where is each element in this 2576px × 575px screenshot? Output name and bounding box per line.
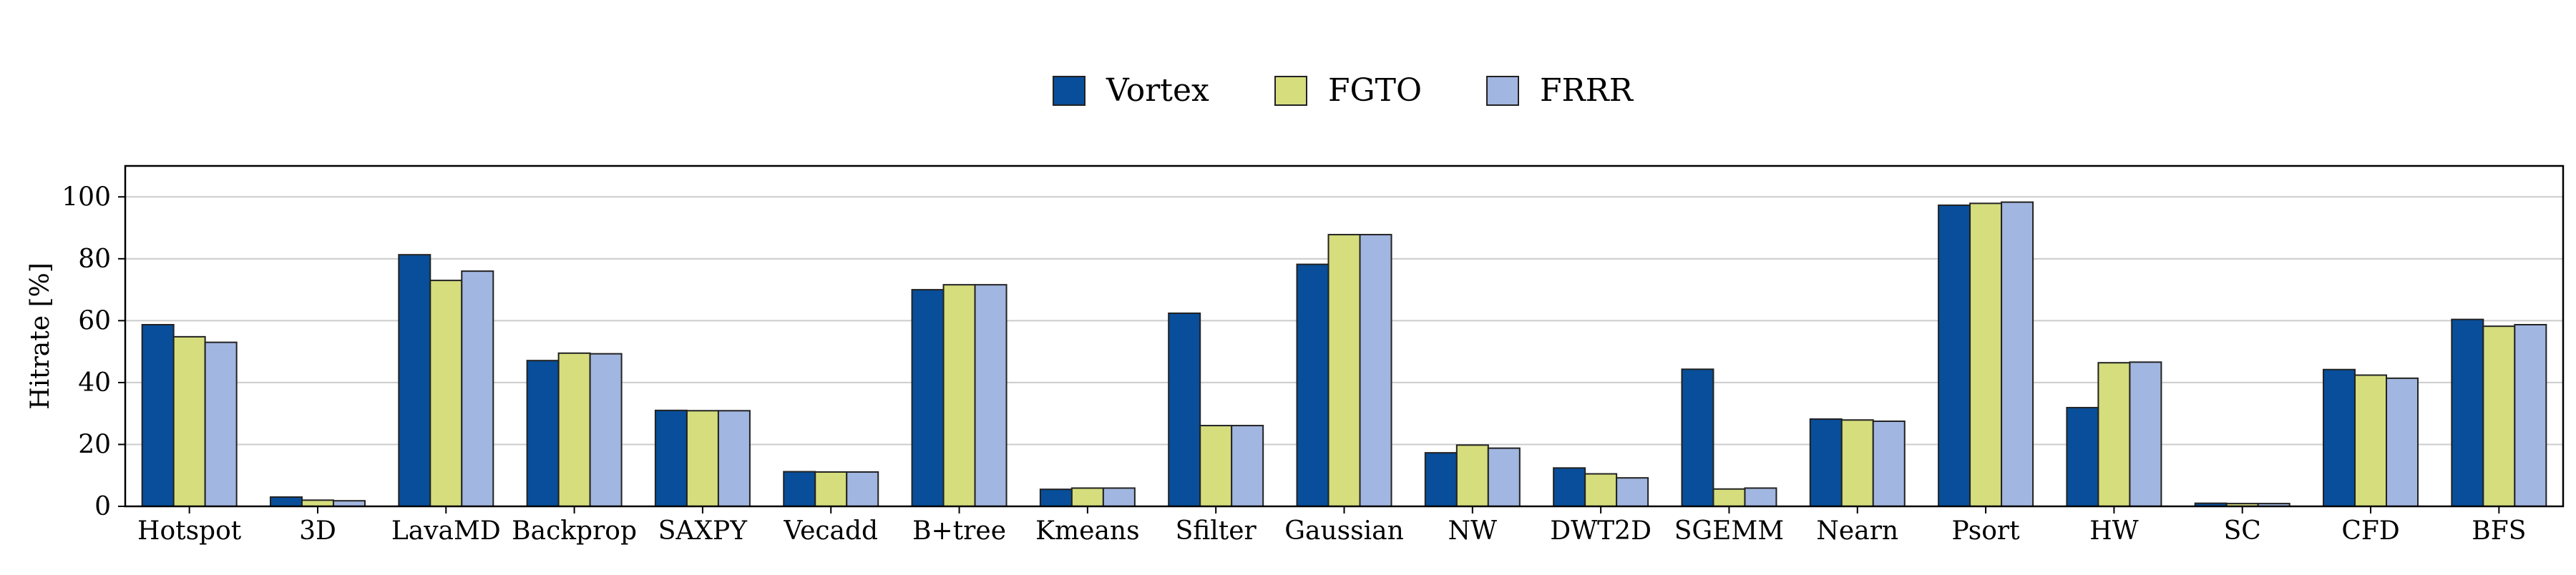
bar-fgto-dwt2d <box>1584 473 1618 508</box>
bar-fgto-gaussian <box>1327 234 1361 507</box>
bar-fgto-psort <box>1969 202 2003 507</box>
bar-fgto-nw <box>1455 444 1489 508</box>
bar-vortex-nearn <box>1809 418 1843 507</box>
bar-fgto-hotspot <box>172 335 206 507</box>
bar-frrr-sgemm <box>1744 487 1777 508</box>
x-tick-label-sc: SC <box>2224 516 2261 546</box>
x-tick-label-kmeans: Kmeans <box>1035 516 1139 546</box>
bar-frrr-nearn <box>1872 421 1906 507</box>
y-axis: 0 20 40 60 80 100 <box>62 182 125 521</box>
bar-vortex-backprop <box>526 360 560 507</box>
bar-vortex-cfd <box>2323 368 2356 508</box>
x-tick-label-lavamd: LavaMD <box>391 516 501 546</box>
bar-frrr-saxpy <box>717 410 751 508</box>
bars <box>141 201 2547 508</box>
x-tick-label-nw: NW <box>1448 516 1498 546</box>
bar-frrr-vecadd <box>846 471 879 508</box>
bar-vortex-sfilter <box>1168 312 1201 507</box>
bar-fgto-nearn <box>1840 419 1874 508</box>
bar-frrr-hw <box>2129 361 2162 507</box>
bar-vortex-dwt2d <box>1553 467 1586 507</box>
legend-label: FGTO <box>1328 72 1422 109</box>
y-axis-label: Hitrate [%] <box>26 262 55 410</box>
bar-fgto-backprop <box>557 352 591 507</box>
bar-vortex-hw <box>2066 406 2099 508</box>
bar-frrr-sfilter <box>1231 425 1264 507</box>
bar-frrr-cfd <box>2386 377 2419 507</box>
bar-fgto-cfd <box>2354 374 2388 507</box>
bar-vortex-vecadd <box>783 471 816 507</box>
x-tick-label-b-tree: B+tree <box>912 516 1006 546</box>
bar-vortex-3d <box>269 496 303 508</box>
x-tick-label-vecadd: Vecadd <box>783 516 878 546</box>
x-tick-label-cfd: CFD <box>2341 516 2399 546</box>
legend-label: FRRR <box>1540 72 1634 109</box>
x-tick-label-dwt2d: DWT2D <box>1550 516 1652 546</box>
bar-vortex-kmeans <box>1039 488 1073 508</box>
bar-vortex-b-tree <box>911 289 945 507</box>
bar-fgto-b-tree <box>942 284 976 507</box>
bar-vortex-sgemm <box>1681 368 1714 507</box>
x-tick-label-hw: HW <box>2089 516 2138 546</box>
legend-item-frrr: FRRR <box>1486 72 1634 109</box>
bar-fgto-kmeans <box>1070 487 1104 508</box>
legend-item-fgto: FGTO <box>1274 72 1422 109</box>
bar-fgto-bfs <box>2482 325 2516 508</box>
legend-item-vortex: Vortex <box>1053 72 1209 109</box>
bar-vortex-gaussian <box>1296 263 1330 507</box>
bar-vortex-nw <box>1424 452 1458 507</box>
x-tick-label-hotspot: Hotspot <box>137 516 242 546</box>
x-tick-label-nearn: Nearn <box>1816 516 1898 546</box>
bar-fgto-sfilter <box>1199 425 1233 507</box>
x-tick-label-gaussian: Gaussian <box>1284 516 1404 546</box>
x-tick-label-sfilter: Sfilter <box>1176 516 1257 546</box>
legend: Vortex FGTO FRRR <box>1053 72 1634 109</box>
y-tick-label: 100 <box>62 182 111 212</box>
legend-label: Vortex <box>1106 72 1209 109</box>
bar-frrr-lavamd <box>461 270 494 507</box>
y-tick-label: 20 <box>78 430 111 459</box>
bar-frrr-psort <box>2001 201 2034 507</box>
bar-frrr-bfs <box>2514 323 2547 508</box>
x-tick-label-3d: 3D <box>299 516 336 546</box>
x-tick-label-bfs: BFS <box>2472 516 2526 546</box>
bar-fgto-hw <box>2097 362 2131 507</box>
bar-vortex-lavamd <box>398 254 431 507</box>
x-tick-label-backprop: Backprop <box>512 516 637 546</box>
y-tick-label: 80 <box>78 245 111 274</box>
x-tick-label-saxpy: SAXPY <box>658 516 748 546</box>
y-tick-label: 0 <box>94 492 111 521</box>
bar-frrr-backprop <box>589 353 623 508</box>
legend-swatch <box>1274 76 1307 106</box>
bar-frrr-hotspot <box>204 341 238 507</box>
bar-frrr-kmeans <box>1102 487 1136 508</box>
bar-fgto-vecadd <box>814 471 848 508</box>
bar-frrr-dwt2d <box>1616 477 1649 507</box>
x-tick-label-sgemm: SGEMM <box>1674 516 1784 546</box>
y-tick-label: 60 <box>78 306 111 335</box>
bar-frrr-b-tree <box>974 284 1008 507</box>
bar-frrr-gaussian <box>1359 234 1392 507</box>
legend-swatch <box>1053 76 1085 106</box>
x-axis: Hotspot 3D LavaMD Backprop SAXPY Vecadd B+tree… <box>137 506 2526 546</box>
bar-vortex-psort <box>1938 204 1971 507</box>
bar-fgto-lavamd <box>429 280 463 507</box>
bar-fgto-3d <box>301 499 334 508</box>
bar-fgto-sgemm <box>1712 488 1746 507</box>
y-tick-label: 40 <box>78 368 111 398</box>
x-tick-label-psort: Psort <box>1952 516 2021 546</box>
legend-swatch <box>1486 76 1519 106</box>
bar-frrr-nw <box>1487 447 1521 508</box>
bar-vortex-hotspot <box>141 323 175 508</box>
bar-vortex-bfs <box>2451 318 2484 507</box>
bar-fgto-saxpy <box>686 410 719 508</box>
bar-vortex-saxpy <box>654 409 688 508</box>
